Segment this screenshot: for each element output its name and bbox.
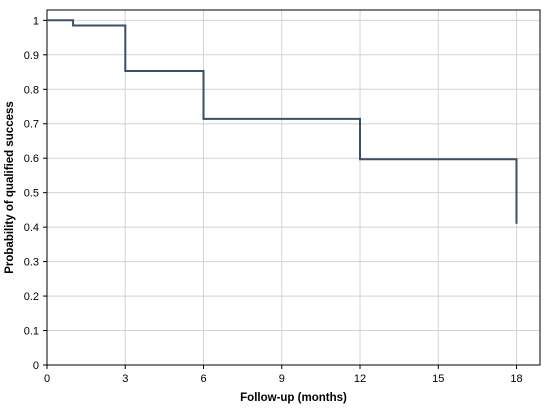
x-tick-label: 12 [354,373,366,385]
x-tick-label: 0 [44,373,50,385]
y-tick-label: 0.8 [24,84,39,96]
plot-area-border [46,9,541,366]
x-axis-ticks: 0 3 6 9 12 15 18 [44,365,523,385]
x-axis-title: Follow-up (months) [240,392,347,404]
x-tick-label: 6 [200,373,206,385]
x-tick-label: 18 [510,373,522,385]
x-tick-label: 15 [432,373,444,385]
y-tick-label: 0.9 [24,50,39,62]
y-tick-label: 0.1 [24,326,39,338]
y-tick-label: 0.2 [24,291,39,303]
series-layer [47,19,518,224]
plot-frame [46,9,541,366]
x-tick-label: 3 [122,373,128,385]
y-tick-label: 0.3 [24,257,39,269]
y-axis-title: Probability of qualified success [4,101,16,274]
y-tick-label: 1 [33,15,39,27]
y-tick-label: 0.6 [24,153,39,165]
y-tick-label: 0.7 [24,119,39,131]
x-tick-label: 9 [279,373,285,385]
y-axis-ticks: 0 0.1 0.2 0.3 0.4 0.5 0.6 0.7 0.8 0.9 1 [24,15,47,372]
y-tick-label: 0 [33,360,39,372]
km-step-line [47,19,518,224]
y-tick-label: 0.4 [24,222,39,234]
y-tick-label: 0.5 [24,188,39,200]
